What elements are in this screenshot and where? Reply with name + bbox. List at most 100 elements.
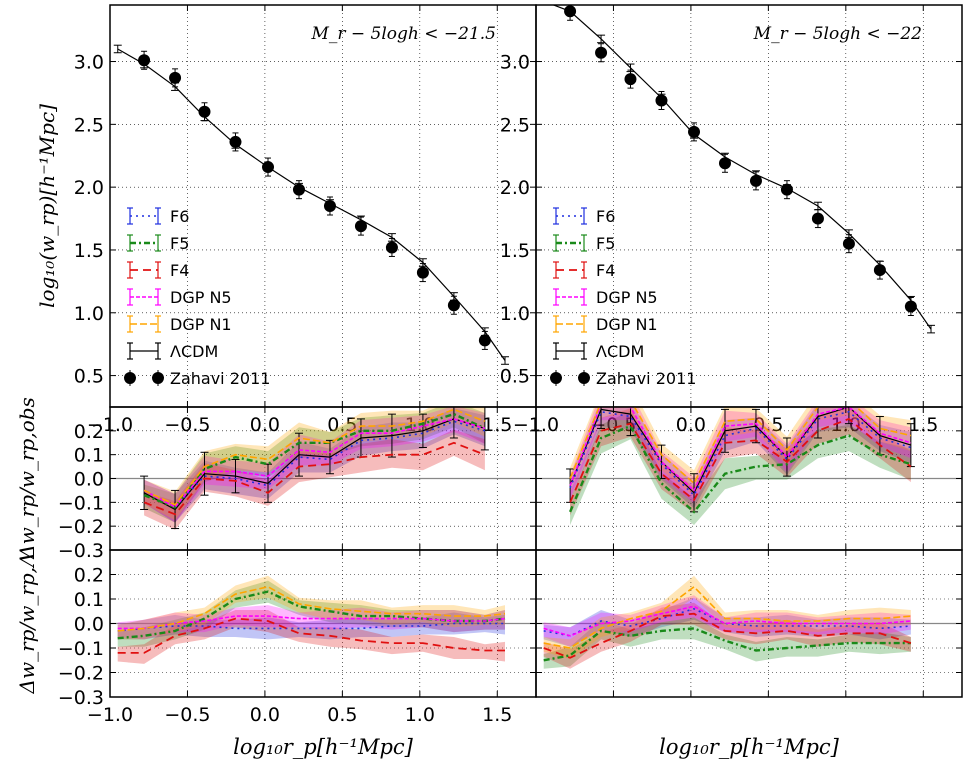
x-tick-label: 0.0: [676, 414, 706, 436]
y-tick-label: 1.0: [74, 303, 104, 325]
band-f4: [543, 602, 911, 669]
plot-area: [536, 407, 962, 550]
series-line-f6: [543, 607, 911, 637]
series-line-f4: [117, 617, 505, 654]
legend-label: F6: [596, 207, 615, 226]
data-point: [262, 161, 275, 174]
data-point: [718, 157, 731, 170]
band-f5: [144, 407, 485, 523]
data-point: [780, 183, 793, 196]
series-line-λcdm: [143, 418, 486, 511]
series-line-dgp-n1: [143, 408, 486, 506]
legend-label: DGP N5: [170, 288, 232, 307]
y-tick-label: −0.3: [58, 687, 104, 709]
data-point: [811, 212, 824, 225]
data-point: [478, 334, 491, 347]
data-point: [385, 241, 398, 254]
band-dgp-n5: [543, 595, 911, 647]
y-tick-label: 2.0: [500, 177, 530, 199]
legend-label: F6: [170, 207, 189, 226]
band-f5: [117, 580, 505, 647]
data-point: [873, 264, 886, 277]
series-line-dgp-n5: [117, 615, 506, 630]
data-point: [655, 94, 668, 107]
x-axis-label-right: log₁₀r_p[h⁻¹Mpc]: [659, 735, 840, 759]
data-point: [169, 71, 182, 84]
x-tick-label: 0.0: [250, 414, 280, 436]
legend-label: ΛCDM: [596, 342, 644, 361]
y-tick-label: 0.0: [74, 614, 104, 636]
series-line-f4: [569, 417, 912, 503]
series-line-dgp-n5: [143, 418, 486, 509]
x-tick-label: −0.5: [164, 704, 210, 726]
panel-bottom-left: −1.0 −0.5 0.0 0.5 1.0 1.5−0.3−0.2−0.10.00.10.…: [58, 549, 537, 726]
y-axis-label-top: log₁₀(w_rp)[h⁻¹Mpc]: [35, 104, 59, 308]
y-tick-label: 2.5: [74, 114, 104, 136]
panel-top-left: −1.0 −0.5 0.0 0.5 1.0 1.50.51.01.52.02.53.0M_…: [74, 4, 537, 436]
data-point: [292, 183, 305, 196]
series-line-f5: [543, 627, 911, 662]
series-line-f6: [117, 622, 505, 632]
band-f5: [570, 410, 911, 525]
data-point: [904, 300, 917, 313]
y-tick-label: 2.5: [500, 114, 530, 136]
panel-middle-right: [535, 406, 963, 551]
y-tick-label: 0.5: [74, 366, 104, 388]
legend: F6 F5 F4 DGP N5 DGP N1 ΛCDM Zahavi 2011: [124, 207, 270, 388]
y-tick-label: 1.0: [500, 303, 530, 325]
legend-label: Zahavi 2011: [596, 369, 696, 388]
y-tick-label: 0.2: [74, 565, 104, 587]
y-tick-label: −0.2: [58, 663, 104, 685]
data-point: [416, 266, 429, 279]
data-point: [688, 125, 701, 138]
x-tick-label: −0.5: [164, 414, 210, 436]
band-dgp-n1: [543, 575, 911, 659]
data-point: [842, 237, 855, 250]
x-tick-label: 0.5: [327, 704, 357, 726]
legend-label: F5: [596, 234, 615, 253]
legend-label: F4: [170, 261, 189, 280]
legend-label: Zahavi 2011: [170, 369, 270, 388]
band-dgp-n5: [570, 407, 911, 504]
series-line-dgp-n1: [117, 585, 506, 632]
y-tick-label: 0.1: [74, 589, 104, 611]
series-line-f5: [568, 424, 912, 514]
plot-area: [110, 550, 536, 697]
y-tick-label: 0.5: [500, 366, 530, 388]
data-point: [447, 299, 460, 312]
data-point: [354, 220, 367, 233]
y-tick-label: 3.0: [74, 52, 104, 74]
band-f6: [570, 407, 911, 509]
plot-area: [110, 5, 536, 407]
x-tick-label: 1.0: [405, 704, 435, 726]
series-line-λcdm: [117, 48, 506, 361]
data-point: [229, 135, 242, 148]
data-point: [564, 5, 577, 18]
x-tick-label: 0.0: [250, 704, 280, 726]
x-tick-label: 1.5: [482, 414, 512, 436]
x-tick-label: 1.5: [482, 704, 512, 726]
panel-bottom-right: [535, 549, 963, 698]
x-tick-label: 1.0: [831, 414, 861, 436]
band-f4: [117, 610, 505, 664]
band-f4: [570, 408, 911, 516]
y-axis-label-middle: Δw_rp/w_rp,obs: [15, 397, 39, 560]
series-line-dgp-n1: [543, 585, 911, 649]
data-point: [138, 54, 151, 67]
plot-area: [536, 550, 962, 697]
legend-label: DGP N1: [170, 315, 232, 334]
y-tick-label: 1.5: [500, 240, 530, 262]
panel-title: M_r − 5logh < −21.5: [310, 24, 496, 44]
y-tick-label: 0.0: [74, 469, 104, 491]
legend-label: DGP N5: [596, 288, 658, 307]
plot-area: [110, 407, 536, 550]
data-point: [323, 200, 336, 212]
data-point: [595, 46, 608, 59]
x-tick-label: 0.5: [327, 414, 357, 436]
y-tick-label: 0.2: [74, 421, 104, 443]
data-point: [624, 73, 637, 86]
panel-title: M_r − 5logh < −22: [753, 24, 922, 44]
legend-label: ΛCDM: [170, 342, 218, 361]
series-line-dgp-n5: [569, 407, 912, 492]
